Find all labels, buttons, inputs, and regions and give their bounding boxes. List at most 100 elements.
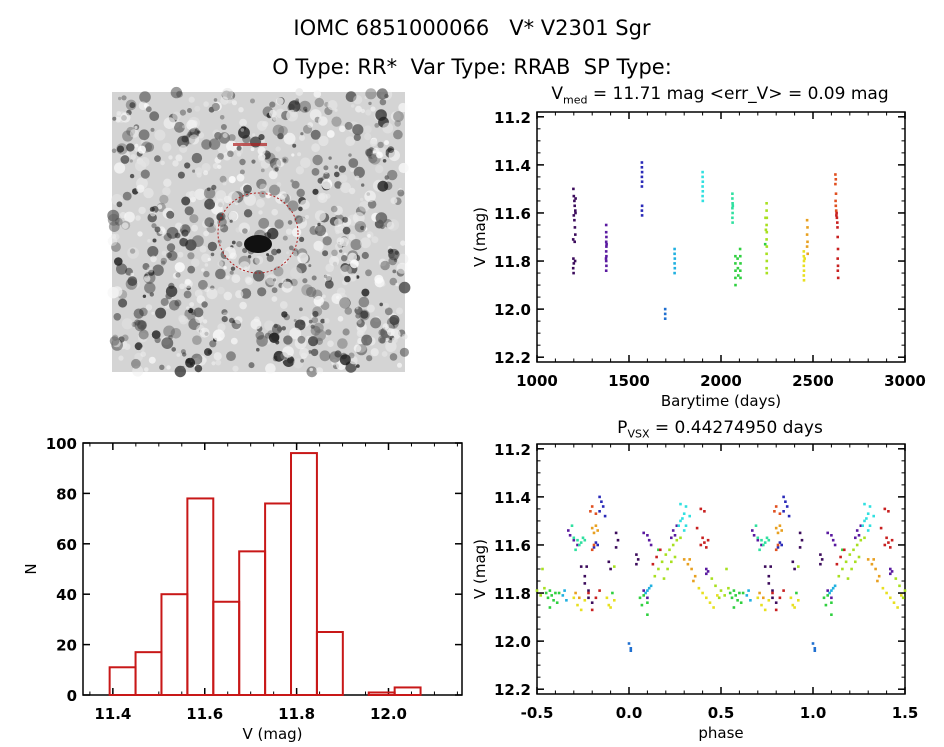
sky-blob [162, 187, 171, 196]
y-axis-label: N [22, 563, 40, 574]
plot-frame [82, 442, 463, 696]
sky-blob [367, 200, 377, 209]
sky-blob [144, 142, 155, 152]
sky-blob [189, 302, 195, 307]
sky-blob [236, 152, 242, 157]
data-point [798, 546, 802, 549]
data-point [590, 505, 594, 508]
data-point [731, 204, 735, 208]
data-point [673, 247, 676, 251]
sky-blob [150, 255, 157, 263]
sky-blob [342, 328, 350, 336]
sky-blob [210, 252, 215, 257]
data-point [576, 538, 579, 542]
data-point [644, 591, 647, 595]
data-point [732, 606, 736, 609]
sky-blob [188, 96, 195, 103]
sky-blob [184, 278, 191, 285]
sky-blob [376, 151, 383, 159]
sky-blob [349, 356, 358, 365]
sky-blob [390, 197, 398, 205]
lightcurve-title-main: V [551, 84, 564, 104]
sky-blob [272, 116, 278, 121]
data-point [802, 264, 806, 268]
sky-blob [129, 102, 136, 109]
sky-blob [385, 337, 389, 342]
sky-blob [221, 316, 228, 323]
data-point [758, 548, 761, 552]
data-point [574, 548, 577, 552]
sky-blob [287, 200, 299, 212]
sky-blob [127, 247, 139, 259]
sky-blob [282, 235, 288, 241]
sky-blob [356, 364, 360, 368]
data-point [894, 577, 898, 580]
sky-blob [384, 307, 393, 316]
sky-blob [134, 342, 143, 351]
data-point [594, 512, 598, 515]
sky-blob [311, 168, 320, 176]
sky-blob [336, 295, 340, 299]
data-point [870, 562, 874, 566]
sky-blob [172, 111, 181, 121]
sky-blob [279, 301, 288, 309]
sky-blob [279, 191, 287, 200]
sky-blob [181, 135, 189, 143]
data-point [572, 536, 576, 540]
data-point [752, 534, 756, 537]
sky-blob [370, 106, 376, 112]
data-point [866, 512, 870, 515]
data-point [877, 574, 881, 578]
data-point [598, 510, 601, 513]
data-point [731, 221, 734, 224]
sky-blob [348, 187, 356, 195]
sky-blob [192, 235, 204, 248]
data-point [887, 510, 890, 513]
data-point [604, 269, 608, 272]
sky-blob [161, 337, 174, 349]
sky-blob [338, 165, 346, 173]
data-point [604, 257, 608, 260]
data-point [706, 538, 710, 542]
sky-blob [139, 307, 148, 317]
sky-blob [139, 91, 151, 103]
sky-blob [234, 316, 243, 324]
sky-blob [202, 319, 208, 324]
sky-blob [250, 147, 255, 152]
sky-blob [314, 97, 324, 108]
data-point [682, 512, 686, 515]
sky-blob [112, 233, 120, 241]
sky-blob [138, 329, 149, 340]
sky-blob [165, 292, 173, 300]
sky-blob [361, 334, 373, 346]
sky-blob [129, 129, 139, 138]
sky-blob [129, 173, 135, 179]
sky-blob [239, 169, 245, 175]
sky-blob [145, 106, 152, 113]
data-point [736, 257, 739, 260]
y-tick-label: 11.2 [494, 109, 531, 127]
data-point [805, 245, 809, 248]
x-tick-label: 11.6 [186, 705, 223, 723]
histogram-bar [315, 631, 344, 696]
sky-blob [281, 281, 293, 293]
data-point [760, 538, 763, 542]
sky-blob [259, 190, 267, 198]
sky-blob [107, 236, 118, 246]
data-point [830, 589, 833, 592]
data-point [572, 262, 576, 265]
sky-blob [201, 268, 205, 272]
data-point [765, 238, 768, 241]
data-point [866, 529, 870, 532]
sky-blob [182, 125, 186, 129]
data-point [765, 536, 769, 540]
data-point [578, 596, 581, 600]
histogram-bar [186, 497, 215, 696]
data-point [774, 526, 778, 530]
sky-blob [227, 150, 234, 158]
data-point [738, 591, 741, 595]
data-point [883, 543, 887, 547]
sky-blob [238, 107, 244, 113]
data-point [776, 531, 780, 535]
sky-blob [203, 170, 209, 176]
